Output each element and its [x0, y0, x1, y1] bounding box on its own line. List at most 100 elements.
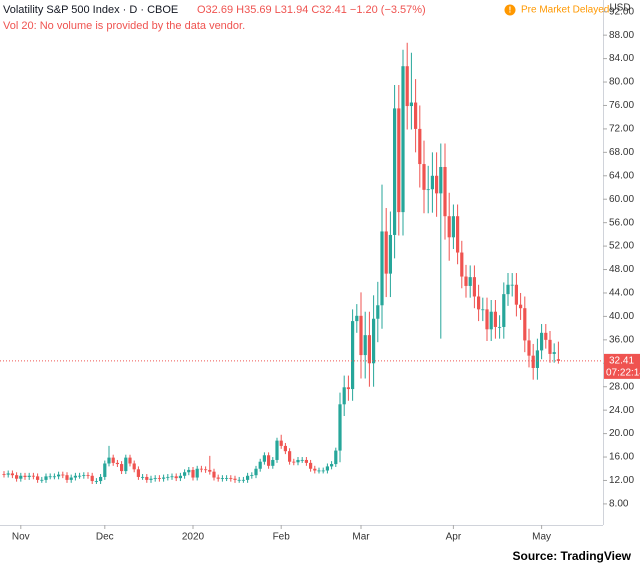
candle-body — [342, 387, 346, 405]
candle-body — [363, 335, 367, 356]
market-status[interactable]: Pre Market Delayed — [521, 5, 609, 16]
candle-body — [69, 477, 73, 480]
y-tick-label: 84.00 — [609, 53, 634, 64]
candle-body — [502, 294, 506, 327]
status-icon-mark: ! — [509, 6, 512, 15]
y-tick-label: 92.00 — [609, 6, 634, 17]
y-tick-label: 56.00 — [609, 217, 634, 228]
candle-body — [6, 473, 10, 475]
y-tick-label: 52.00 — [609, 241, 634, 252]
candle-body — [187, 469, 191, 473]
candle-body — [527, 340, 531, 356]
candle-body — [300, 459, 304, 461]
candle-body — [338, 404, 342, 451]
candle-body — [40, 479, 44, 481]
candle-body — [31, 475, 35, 477]
candle-body — [262, 455, 266, 462]
candle-body — [120, 464, 124, 472]
candle-body — [372, 318, 376, 364]
candle-body — [422, 164, 426, 190]
candle-body — [346, 387, 350, 390]
candle-body — [556, 359, 560, 361]
candle-body — [309, 462, 313, 469]
currency: USD — [609, 3, 630, 14]
candle-body — [296, 459, 300, 463]
candle-body — [384, 231, 388, 274]
candle-body — [195, 468, 199, 478]
candle-body — [48, 476, 52, 478]
candle-body — [317, 470, 321, 472]
candle-body — [435, 175, 439, 194]
y-tick-label: 64.00 — [609, 170, 634, 181]
candle-body — [212, 471, 216, 478]
candle-body — [246, 475, 250, 480]
candle-body — [355, 315, 359, 322]
last-price-label: 32.41 — [609, 356, 634, 367]
candle-body — [523, 308, 527, 341]
candle-body — [57, 474, 61, 477]
candle-body — [418, 128, 422, 165]
candle-body — [313, 468, 317, 471]
source: Source: TradingView — [513, 549, 632, 563]
candle-body — [199, 468, 203, 470]
candle-body — [145, 476, 149, 480]
candle-body — [430, 175, 434, 190]
candle-body — [141, 476, 145, 478]
candle-body — [250, 475, 254, 476]
x-tick-label: 2020 — [182, 532, 205, 543]
candle-body — [380, 231, 384, 306]
candle-body — [405, 66, 409, 107]
candle-body — [359, 315, 363, 356]
candle-body — [388, 234, 392, 274]
candle-body — [498, 326, 502, 328]
candle-body — [367, 335, 371, 364]
candle-body — [15, 475, 19, 479]
x-tick-label: Nov — [12, 532, 30, 543]
candle-body — [233, 478, 237, 480]
candle-body — [283, 445, 287, 452]
candle-body — [2, 474, 6, 475]
candle-body — [451, 216, 455, 238]
candle-body — [493, 311, 497, 327]
y-tick-label: 72.00 — [609, 124, 634, 135]
y-tick-label: 44.00 — [609, 288, 634, 299]
candle-body — [10, 473, 14, 476]
candle-body — [208, 469, 212, 472]
candle-body — [166, 476, 170, 478]
candle-body — [170, 476, 174, 478]
candle-body — [540, 332, 544, 351]
candle-body — [254, 468, 258, 476]
y-tick-label: 28.00 — [609, 381, 634, 392]
x-tick-label: Apr — [446, 532, 462, 543]
candle-body — [216, 477, 220, 479]
candle-body — [548, 339, 552, 354]
candle-body — [409, 102, 413, 107]
candle-body — [267, 455, 271, 466]
candle-body — [397, 108, 401, 213]
candle-body — [99, 476, 103, 482]
candle-body — [271, 459, 275, 466]
status-icon — [504, 4, 516, 16]
candle-body — [191, 469, 195, 478]
candle-body — [220, 478, 224, 479]
candle-body — [275, 440, 279, 460]
candle-body — [506, 284, 510, 295]
y-tick-label: 12.00 — [609, 475, 634, 486]
candle-body — [489, 311, 493, 330]
candle-body — [393, 108, 397, 235]
candle-body — [204, 469, 208, 471]
volume-note: Vol 20: No volume is provided by the dat… — [3, 20, 245, 32]
candle-body — [82, 475, 86, 476]
candle-body — [115, 462, 119, 465]
y-tick-label: 16.00 — [609, 452, 634, 463]
candle-body — [86, 475, 90, 476]
y-tick-label: 20.00 — [609, 428, 634, 439]
candle-body — [241, 479, 245, 481]
candle-body — [27, 475, 31, 477]
candle-body — [36, 476, 40, 480]
candle-body — [44, 476, 48, 480]
candle-body — [321, 470, 325, 472]
candle-body — [447, 216, 451, 238]
candle-body — [136, 469, 140, 477]
candle-body — [288, 451, 292, 462]
